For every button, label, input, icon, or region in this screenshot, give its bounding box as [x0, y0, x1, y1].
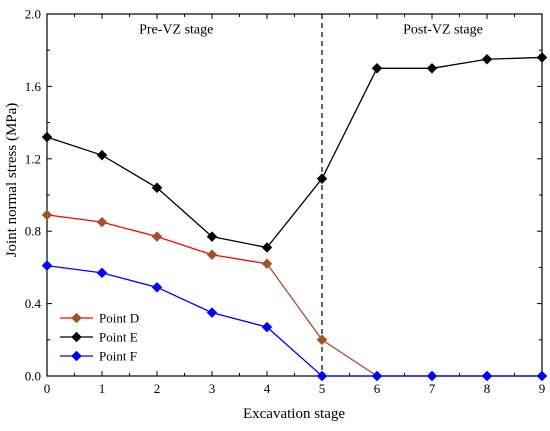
- legend-item: Point E: [60, 330, 138, 345]
- legend-label: Point E: [99, 330, 138, 345]
- data-point: [41, 131, 53, 143]
- y-tick-label: 2.0: [25, 7, 41, 22]
- data-point: [371, 62, 383, 74]
- stage-label: Post-VZ stage: [403, 22, 483, 37]
- data-point: [481, 53, 493, 65]
- x-axis-title: Excavation stage: [243, 406, 345, 422]
- data-point: [206, 307, 218, 319]
- series-layer: [41, 52, 548, 382]
- legend-marker: [71, 350, 82, 362]
- data-point: [96, 216, 108, 228]
- series-point-f: [41, 260, 548, 382]
- y-tick-label: 0.4: [25, 296, 42, 311]
- y-tick-label: 0.0: [25, 369, 41, 384]
- data-point: [536, 370, 548, 382]
- annotations: Pre-VZ stage Post-VZ stage: [139, 14, 483, 376]
- x-tick-label: 6: [374, 381, 381, 396]
- legend-item: Point F: [60, 349, 137, 364]
- data-point: [536, 52, 548, 63]
- data-point: [481, 370, 493, 382]
- stage-label: Pre-VZ stage: [139, 22, 213, 37]
- x-tick-label: 9: [539, 381, 546, 396]
- legend-label: Point F: [99, 349, 137, 364]
- y-tick-label: 1.6: [25, 79, 42, 94]
- y-axis: 0.0 0.4 0.8 1.2 1.6 2.0: [25, 7, 542, 384]
- y-tick-label: 1.2: [25, 151, 41, 166]
- x-tick-label: 7: [429, 381, 436, 396]
- data-point: [261, 258, 273, 270]
- legend: Point D Point E Point F: [60, 311, 139, 364]
- data-point: [426, 62, 438, 74]
- series-line: [46, 56, 543, 249]
- data-point: [151, 182, 163, 194]
- data-point: [316, 334, 328, 346]
- x-tick-label: 8: [484, 381, 491, 396]
- data-point: [316, 370, 328, 382]
- data-point: [41, 209, 53, 221]
- data-point: [41, 260, 53, 271]
- x-tick-label: 3: [209, 381, 216, 396]
- data-point: [96, 149, 108, 161]
- x-tick-label: 0: [44, 381, 51, 396]
- x-tick-label: 1: [99, 381, 106, 396]
- data-point: [316, 173, 328, 185]
- data-point: [151, 231, 163, 242]
- legend-item: Point D: [60, 311, 139, 326]
- series-line: [266, 263, 542, 377]
- y-axis-title: Joint normal stress (MPa): [4, 103, 20, 258]
- data-point: [96, 267, 108, 279]
- y-tick-label: 0.8: [25, 224, 41, 239]
- data-point: [261, 242, 273, 253]
- legend-marker: [71, 312, 82, 324]
- data-point: [371, 370, 383, 382]
- data-point: [151, 281, 163, 293]
- data-point: [426, 370, 438, 382]
- data-point: [261, 321, 273, 333]
- series-point-e: [41, 52, 548, 253]
- legend-label: Point D: [99, 311, 139, 326]
- data-point: [206, 249, 218, 261]
- legend-marker: [71, 331, 82, 343]
- data-point: [206, 231, 218, 242]
- x-tick-label: 2: [154, 381, 161, 396]
- x-tick-label: 4: [264, 381, 271, 396]
- x-tick-label: 5: [319, 381, 326, 396]
- series-line: [46, 264, 542, 377]
